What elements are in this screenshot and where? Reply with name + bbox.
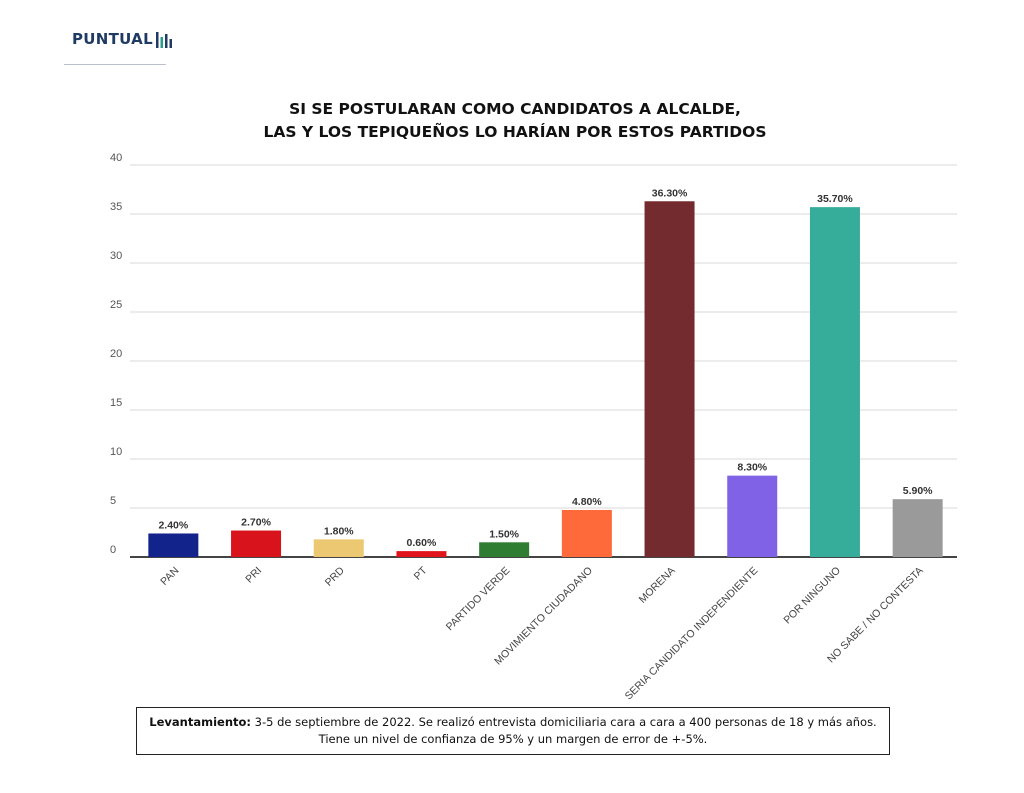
chart-title: SI SE POSTULARAN COMO CANDIDATOS A ALCAL… xyxy=(180,98,850,144)
value-labels: 2.40% 2.70% 1.80% 0.60% 1.50% 4.80% 36.30% 8.30… xyxy=(158,187,933,549)
category-label: PT xyxy=(412,564,430,582)
bars xyxy=(148,201,943,557)
category-label: MOVIMIENTO CIUDADANO xyxy=(492,565,595,668)
bar xyxy=(479,542,530,557)
chart-title-line-2: LAS Y LOS TEPIQUEÑOS LO HARÍAN POR ESTOS… xyxy=(263,123,767,141)
category-label: PAN xyxy=(158,565,181,588)
y-tick-label: 35 xyxy=(110,201,122,213)
bar-value-label: 5.90% xyxy=(903,485,933,497)
category-label: NO SABE / NO CONTESTA xyxy=(825,565,926,666)
chart-title-line-1: SI SE POSTULARAN COMO CANDIDATOS A ALCAL… xyxy=(289,100,741,118)
bar xyxy=(892,499,943,557)
bar xyxy=(313,539,364,557)
logo-divider xyxy=(64,64,166,65)
footnote-line-1: 3-5 de septiembre de 2022. Se realizó en… xyxy=(251,715,877,729)
footnote-line-2: Tiene un nivel de confianza de 95% y un … xyxy=(318,732,708,746)
bar xyxy=(148,533,199,557)
bar-value-label: 1.50% xyxy=(489,528,519,540)
y-tick-label: 5 xyxy=(110,495,116,507)
bar xyxy=(561,509,612,557)
bar xyxy=(809,207,860,557)
category-label: PRD xyxy=(323,564,347,588)
survey-footnote: Levantamiento: 3-5 de septiembre de 2022… xyxy=(136,707,890,755)
y-tick-label: 0 xyxy=(110,544,116,556)
category-label: PRI xyxy=(243,565,264,586)
bar-value-label: 4.80% xyxy=(572,496,602,508)
bar-value-label: 8.30% xyxy=(737,462,767,474)
bar-value-label: 2.70% xyxy=(241,517,271,529)
bar-value-label: 36.30% xyxy=(652,187,688,199)
bar-value-label: 2.40% xyxy=(158,519,188,531)
bar xyxy=(727,475,778,557)
y-tick-label: 20 xyxy=(110,348,122,360)
bar-chart: 0 5 10 15 20 25 30 35 40 2.40% 2.70% 1.80% 0.60% 1.5… xyxy=(110,152,957,700)
y-tick-label: 30 xyxy=(110,250,122,262)
bar xyxy=(396,551,447,557)
y-tick-label: 15 xyxy=(110,397,122,409)
logo: PUNTUAL xyxy=(72,30,172,48)
bar xyxy=(231,530,282,557)
y-tick-label: 25 xyxy=(110,299,122,311)
bar-value-label: 0.60% xyxy=(407,537,437,549)
category-label: POR NINGUNO xyxy=(781,565,843,627)
y-tick-label: 10 xyxy=(110,446,122,458)
bar-value-label: 35.70% xyxy=(817,193,853,205)
category-label: SERIA CANDIDATO INDEPENDIENTE xyxy=(623,565,761,700)
y-axis-ticks: 0 5 10 15 20 25 30 35 40 xyxy=(110,152,122,556)
bar xyxy=(644,201,695,557)
logo-bars-icon xyxy=(155,32,172,48)
category-label: PARTIDO VERDE xyxy=(444,565,512,633)
category-label: MORENA xyxy=(637,565,678,606)
y-tick-label: 40 xyxy=(110,152,122,164)
footnote-label: Levantamiento: xyxy=(149,715,252,729)
bar-value-label: 1.80% xyxy=(324,525,354,537)
logo-text: PUNTUAL xyxy=(72,30,153,48)
